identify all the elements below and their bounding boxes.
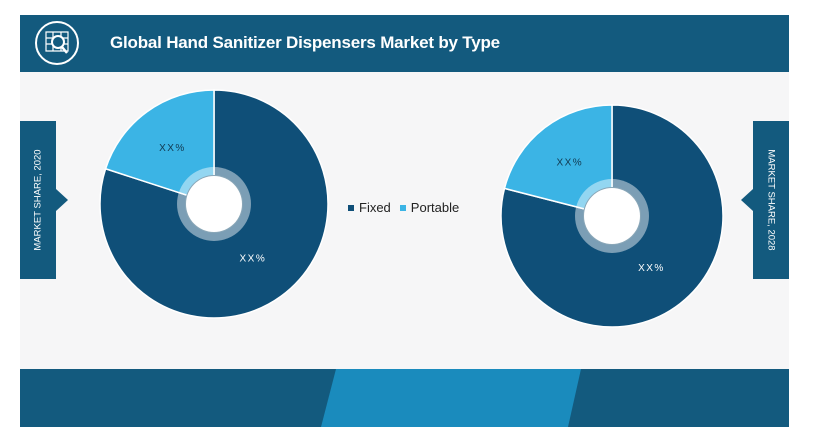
left-arrow-pointer [56,189,68,211]
header-banner: Global Hand Sanitizer Dispensers Market … [20,15,789,72]
legend-label-fixed: Fixed [359,200,391,215]
right-arrow-pointer [741,189,753,211]
legend-item-portable: Portable [399,200,460,215]
chart2-hole [584,188,640,244]
footer-banner [20,369,789,427]
right-year-label: MARKET SHARE, 2028 [753,121,789,279]
legend-swatch-fixed [348,204,354,211]
chart2-label-portable: XX% [556,158,583,169]
chart1-slice-portable [104,89,215,206]
globe-search-icon [35,21,79,65]
legend-swatch-portable [399,204,406,211]
chart1-hole [186,176,242,232]
legend-item-fixed: Fixed [348,200,391,215]
chart1-label-portable: XX% [159,143,186,154]
chart2-label-fixed: XX% [638,263,665,274]
chart1-label-fixed: XX% [239,253,266,264]
page-title: Global Hand Sanitizer Dispensers Market … [110,33,500,52]
chart1-slice-fixed [99,89,329,319]
footer-accent-shape [321,369,581,427]
chart-legend: Fixed Portable [348,200,468,215]
left-year-label: MARKET SHARE, 2020 [20,121,56,279]
legend-label-portable: Portable [410,200,460,215]
chart2-slice-portable [503,104,613,217]
